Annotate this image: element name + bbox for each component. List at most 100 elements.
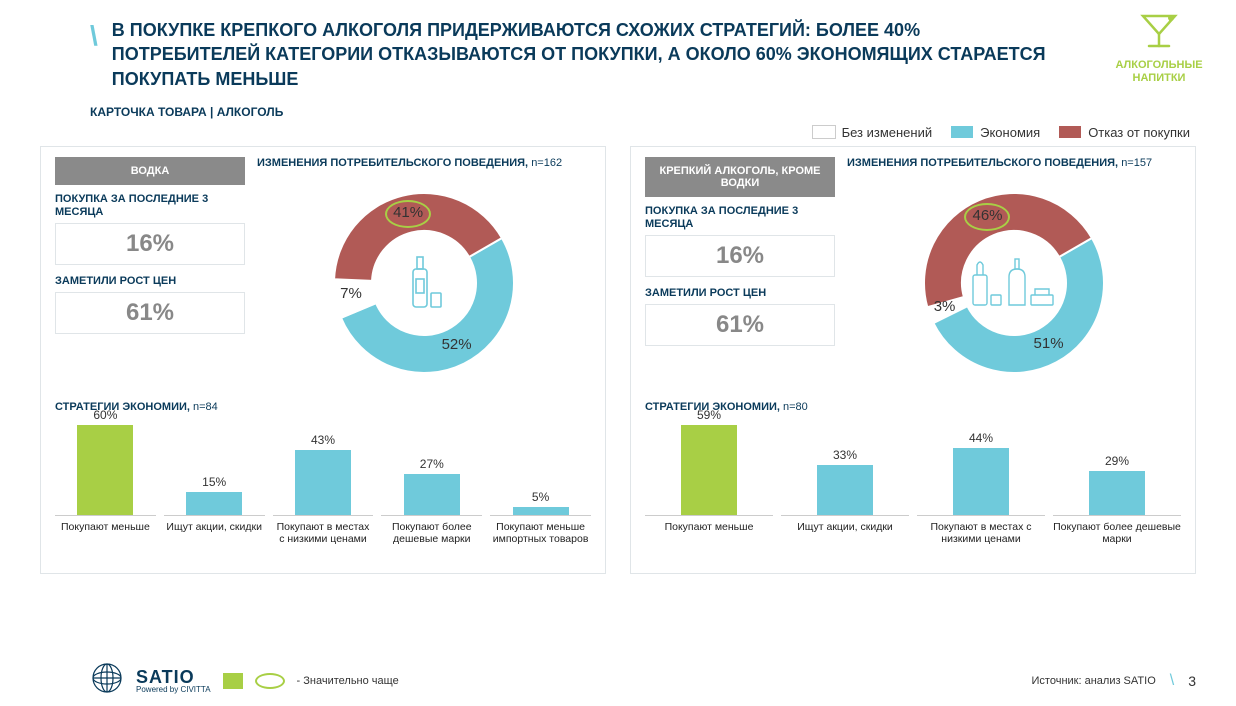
stat-label: ЗАМЕТИЛИ РОСТ ЦЕН — [645, 287, 835, 300]
legend-label: Экономия — [980, 125, 1040, 140]
legend-item: Экономия — [950, 125, 1040, 140]
donut-center-icon — [397, 253, 451, 313]
donut-chart: 52% 7% 41% — [294, 173, 554, 393]
stat-label: ПОКУПКА ЗА ПОСЛЕДНИЕ 3 МЕСЯЦА — [645, 205, 835, 231]
bar-chart: 60%Покупают меньше15%Ищут акции, скидки4… — [55, 419, 591, 559]
bar-value: 44% — [969, 431, 993, 445]
header-accent: \ — [90, 20, 98, 52]
stat-value: 61% — [645, 304, 835, 346]
cocktail-icon — [1104, 12, 1214, 55]
bar-label: Ищут акции, скидки — [797, 521, 893, 559]
legend-item: Отказ от покупки — [1058, 125, 1190, 140]
bar-chart: 59%Покупают меньше33%Ищут акции, скидки4… — [645, 419, 1181, 559]
stat-block: ПОКУПКА ЗА ПОСЛЕДНИЕ 3 МЕСЯЦА 16% — [645, 205, 835, 277]
bar-value: 33% — [833, 448, 857, 462]
category-tab: КРЕПКИЙ АЛКОГОЛЬ, КРОМЕ ВОДКИ — [645, 157, 835, 197]
donut-value-label: 41% — [393, 204, 423, 221]
stat-block: ПОКУПКА ЗА ПОСЛЕДНИЕ 3 МЕСЯЦА 16% — [55, 193, 245, 265]
bar-label: Покупают более дешевые марки — [381, 521, 482, 559]
bar-col: 44% Покупают в местах с низкими ценами — [917, 431, 1045, 559]
bar — [1089, 471, 1145, 515]
stat-block: ЗАМЕТИЛИ РОСТ ЦЕН 61% — [645, 287, 835, 346]
stat-value: 16% — [55, 223, 245, 265]
legend-swatch — [1058, 125, 1082, 139]
bar — [513, 507, 569, 515]
bar-col: 59%Покупают меньше — [645, 408, 773, 559]
donut-caption: ИЗМЕНЕНИЯ ПОТРЕБИТЕЛЬСКОГО ПОВЕДЕНИЯ, n=… — [257, 157, 591, 169]
donut-center-icon — [969, 255, 1059, 311]
bar-label: Покупают меньше — [61, 521, 150, 559]
category-tab: ВОДКА — [55, 157, 245, 185]
bar-baseline — [781, 515, 909, 516]
bar-baseline — [917, 515, 1045, 516]
panel-right: ИЗМЕНЕНИЯ ПОТРЕБИТЕЛЬСКОГО ПОВЕДЕНИЯ, n=… — [847, 157, 1181, 393]
bar-label: Покупают меньше импортных товаров — [490, 521, 591, 559]
bar-value: 15% — [202, 475, 226, 489]
stat-label: ПОКУПКА ЗА ПОСЛЕДНИЕ 3 МЕСЯЦА — [55, 193, 245, 219]
page-title: В ПОКУПКЕ КРЕПКОГО АЛКОГОЛЯ ПРИДЕРЖИВАЮТ… — [112, 18, 1062, 91]
bar-label: Покупают более дешевые марки — [1053, 521, 1181, 559]
bar-value: 43% — [311, 433, 335, 447]
bar-baseline — [55, 515, 156, 516]
donut-value-label: 52% — [442, 336, 472, 353]
panel-left: КРЕПКИЙ АЛКОГОЛЬ, КРОМЕ ВОДКИ ПОКУПКА ЗА … — [645, 157, 835, 393]
bar — [404, 474, 460, 515]
donut-value-label: 51% — [1034, 335, 1064, 352]
bar-baseline — [1053, 515, 1181, 516]
bar-baseline — [645, 515, 773, 516]
bar-col: 15% Ищут акции, скидки — [164, 475, 265, 559]
bar-value: 27% — [420, 457, 444, 471]
donut-value-label: 46% — [972, 207, 1002, 224]
brand-main: SATIO — [136, 668, 211, 686]
bar-col: 27% Покупают более дешевые марки — [381, 457, 482, 559]
bar-col: 43%Покупают в местах с низкими ценами — [273, 433, 374, 559]
footnote-swatch — [223, 673, 243, 689]
stat-value: 16% — [645, 235, 835, 277]
bar-baseline — [490, 515, 591, 516]
footnote-ellipse — [255, 673, 285, 689]
legend-swatch — [950, 125, 974, 139]
header: \ В ПОКУПКЕ КРЕПКОГО АЛКОГОЛЯ ПРИДЕРЖИВА… — [0, 0, 1236, 91]
panels-container: ВОДКА ПОКУПКА ЗА ПОСЛЕДНИЕ 3 МЕСЯЦА 16% ЗАМ… — [0, 146, 1236, 574]
bar — [295, 450, 351, 515]
donut-value-label: 3% — [934, 298, 956, 315]
bar — [953, 448, 1009, 515]
category-badge-label: АЛКОГОЛЬНЫЕ НАПИТКИ — [1104, 59, 1214, 85]
bar-label: Ищут акции, скидки — [166, 521, 262, 559]
bar-value: 60% — [93, 408, 117, 422]
subtitle: КАРТОЧКА ТОВАРА | АЛКОГОЛЬ — [0, 91, 1236, 119]
stat-value: 61% — [55, 292, 245, 334]
page-slash: \ — [1170, 672, 1174, 690]
page-number: 3 — [1188, 673, 1196, 689]
brand: SATIO Powered by CIVITTA — [136, 668, 211, 694]
panel-right: ИЗМЕНЕНИЯ ПОТРЕБИТЕЛЬСКОГО ПОВЕДЕНИЯ, n=… — [257, 157, 591, 393]
bar-baseline — [164, 515, 265, 516]
donut-value-label: 7% — [340, 285, 362, 302]
panel-left: ВОДКА ПОКУПКА ЗА ПОСЛЕДНИЕ 3 МЕСЯЦА 16% ЗАМ… — [55, 157, 245, 393]
bar-value: 29% — [1105, 454, 1129, 468]
bar-col: 60% Покупают меньше — [55, 408, 156, 559]
bar-baseline — [273, 515, 374, 516]
bar — [817, 465, 873, 515]
footnote-text: - Значительно чаще — [297, 675, 399, 687]
brand-sub: Powered by CIVITTA — [136, 686, 211, 694]
globe-icon — [90, 661, 124, 700]
category-badge: АЛКОГОЛЬНЫЕ НАПИТКИ — [1104, 12, 1214, 85]
stat-block: ЗАМЕТИЛИ РОСТ ЦЕН61% — [55, 275, 245, 334]
bar — [186, 492, 242, 515]
bar-baseline — [381, 515, 482, 516]
bar-value: 5% — [532, 490, 549, 504]
bar — [77, 425, 133, 515]
bar-col: 33% Ищут акции, скидки — [781, 448, 909, 559]
bar-label: Покупают в местах с низкими ценами — [917, 521, 1045, 559]
legend: Без изменений Экономия Отказ от покупки — [0, 119, 1236, 146]
donut-chart: 51% 3% 46% — [884, 173, 1144, 393]
footer: SATIO Powered by CIVITTA - Значительно ч… — [0, 661, 1236, 700]
panel-spirits: КРЕПКИЙ АЛКОГОЛЬ, КРОМЕ ВОДКИ ПОКУПКА ЗА … — [630, 146, 1196, 574]
donut-caption: ИЗМЕНЕНИЯ ПОТРЕБИТЕЛЬСКОГО ПОВЕДЕНИЯ, n=… — [847, 157, 1181, 169]
panel-vodka: ВОДКА ПОКУПКА ЗА ПОСЛЕДНИЕ 3 МЕСЯЦА 16% ЗАМ… — [40, 146, 606, 574]
bar-col: 29% Покупают более дешевые марки — [1053, 454, 1181, 559]
source-text: Источник: анализ SATIO — [1032, 675, 1156, 687]
legend-label: Без изменений — [842, 125, 933, 140]
legend-label: Отказ от покупки — [1088, 125, 1190, 140]
